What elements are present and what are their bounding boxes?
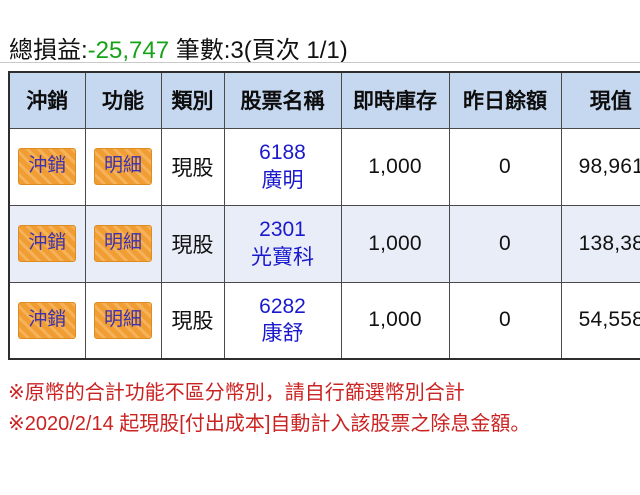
yesterday-balance-cell: 0 <box>448 281 562 360</box>
yesterday-balance-cell: 0 <box>448 127 562 206</box>
stock-name-cell[interactable]: 6188 廣明 <box>223 127 342 206</box>
col-header-stock-name: 股票名稱 <box>223 71 342 129</box>
current-value-cell: 98,961 <box>560 127 640 206</box>
footnotes: ※原幣的合計功能不區分幣別，請自行篩選幣別合計 ※2020/2/14 起現股[付… <box>8 378 530 440</box>
category-cell: 現股 <box>160 204 225 283</box>
function-cell: 明細 <box>84 281 162 360</box>
header-row: 沖銷 功能 類別 股票名稱 即時庫存 昨日餘額 現值 <box>8 71 640 129</box>
current-value-cell: 138,38 <box>560 204 640 283</box>
table-row: 沖銷 明細 現股 6282 康舒 1,000 0 54,558 <box>8 281 640 360</box>
col-header-offset: 沖銷 <box>8 71 86 129</box>
footnote-currency: ※原幣的合計功能不區分幣別，請自行篩選幣別合計 <box>8 382 465 404</box>
col-header-category: 類別 <box>160 71 225 129</box>
offset-button[interactable]: 沖銷 <box>18 225 77 262</box>
divider <box>0 62 640 63</box>
detail-button[interactable]: 明細 <box>93 225 152 262</box>
footnote-dividend: ※2020/2/14 起現股[付出成本]自動計入該股票之除息金額。 <box>8 413 531 435</box>
function-cell: 明細 <box>84 127 162 206</box>
yesterday-balance-cell: 0 <box>448 204 562 283</box>
realtime-inventory-cell: 1,000 <box>340 127 450 206</box>
col-header-current-value: 現值 <box>560 71 640 129</box>
table-row: 沖銷 明細 現股 2301 光寶科 1,000 0 138,38 <box>8 204 640 283</box>
col-header-function: 功能 <box>84 71 162 129</box>
stock-name[interactable]: 廣明 <box>261 168 304 192</box>
holdings-table: 沖銷 功能 類別 股票名稱 即時庫存 昨日餘額 現值 沖銷 明細 現股 6188 <box>8 71 640 360</box>
category-cell: 現股 <box>160 127 225 206</box>
stock-name-cell[interactable]: 6282 康舒 <box>223 281 342 360</box>
stock-name[interactable]: 光寶科 <box>251 245 314 269</box>
realtime-inventory-cell: 1,000 <box>340 281 450 360</box>
stock-name-cell[interactable]: 2301 光寶科 <box>223 204 342 283</box>
detail-button[interactable]: 明細 <box>93 148 152 185</box>
summary-bar: 總損益:-25,747 筆數:3(頁次 1/1) <box>9 30 348 65</box>
offset-cell: 沖銷 <box>8 281 86 360</box>
col-header-realtime-inventory: 即時庫存 <box>340 71 450 129</box>
offset-cell: 沖銷 <box>8 204 86 283</box>
category-cell: 現股 <box>160 281 225 360</box>
offset-button[interactable]: 沖銷 <box>18 148 77 185</box>
current-value-cell: 54,558 <box>560 281 640 360</box>
offset-cell: 沖銷 <box>8 127 86 206</box>
detail-button[interactable]: 明細 <box>93 301 152 339</box>
stock-name[interactable]: 康舒 <box>261 322 304 346</box>
function-cell: 明細 <box>84 204 162 283</box>
total-pnl-label: 總損益: <box>9 37 88 64</box>
table-row: 沖銷 明細 現股 6188 廣明 1,000 0 98,961 <box>8 127 640 206</box>
stock-code[interactable]: 6188 <box>259 140 306 164</box>
record-count-label: 筆數:3(頁次 1/1) <box>169 37 348 64</box>
stock-code[interactable]: 2301 <box>259 217 306 241</box>
offset-button[interactable]: 沖銷 <box>18 301 77 339</box>
realtime-inventory-cell: 1,000 <box>340 204 450 283</box>
total-pnl-value: -25,747 <box>87 37 170 64</box>
col-header-yesterday-balance: 昨日餘額 <box>448 71 562 129</box>
stock-code[interactable]: 6282 <box>259 294 306 318</box>
